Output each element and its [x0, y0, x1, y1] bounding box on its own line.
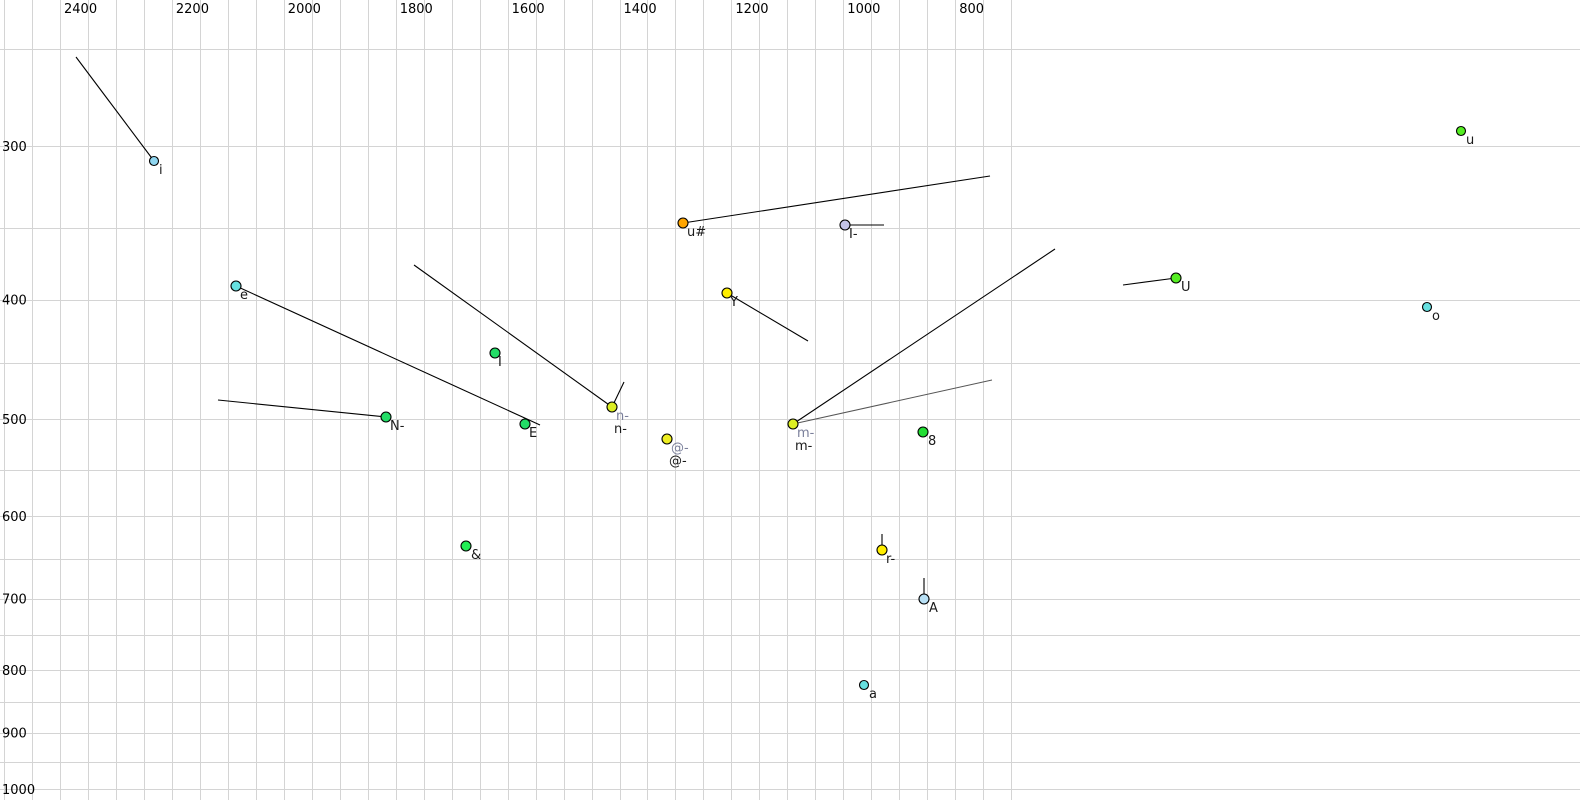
- data-point-A[interactable]: [918, 593, 930, 605]
- y-tick-label-300: 300: [2, 140, 27, 155]
- point-label-12: m-: [795, 439, 813, 454]
- data-point-u[interactable]: [1455, 125, 1467, 137]
- data-point-m_[interactable]: [787, 418, 799, 430]
- data-point-a[interactable]: [858, 679, 870, 691]
- point-label-8: I: [498, 355, 502, 370]
- point-label-ghost-13: @-: [671, 441, 689, 456]
- point-label-5: U: [1181, 280, 1191, 295]
- point-label-10: n-: [614, 422, 627, 437]
- point-label-16: r-: [886, 552, 896, 567]
- x-tick-label-1400: 1400: [624, 2, 657, 17]
- point-label-9: N-: [390, 419, 405, 434]
- data-point-Y[interactable]: [721, 287, 733, 299]
- x-tick-label-1800: 1800: [400, 2, 433, 17]
- data-point-N_[interactable]: [380, 411, 392, 423]
- x-tick-label-1600: 1600: [512, 2, 545, 17]
- point-label-ghost-12: m-: [797, 426, 815, 441]
- segment-i: [75, 56, 155, 162]
- point-label-2: u#: [687, 225, 706, 240]
- y-tick-label-700: 700: [2, 593, 27, 608]
- y-tick-label-500: 500: [2, 413, 27, 428]
- y-tick-label-900: 900: [2, 727, 27, 742]
- data-point-U[interactable]: [1170, 272, 1182, 284]
- label-layer: i u u# I-e U Yo I N-n-n- E m-m- @-@- 8 & r- Aa: [159, 133, 1474, 702]
- x-tick-label-1000: 1000: [847, 2, 880, 17]
- x-tick-label-800: 800: [959, 2, 984, 17]
- point-label-3: I-: [849, 227, 858, 242]
- x-tick-label-2000: 2000: [288, 2, 321, 17]
- x-axis-ticks: 2400 2200 2000 1800 1600 1400 1200 1000 800: [64, 2, 984, 17]
- y-axis-ticks: 300 400 500 600 700 800 900 1000: [2, 140, 35, 798]
- data-point-I_[interactable]: [839, 219, 851, 231]
- point-label-14: 8: [928, 434, 936, 449]
- data-point-e[interactable]: [230, 280, 242, 292]
- point-label-ghost-10: n-: [616, 409, 629, 424]
- y-tick-label-1000: 1000: [2, 783, 35, 798]
- point-label-15: &: [471, 548, 481, 563]
- data-point-i[interactable]: [148, 155, 160, 167]
- point-label-11: E: [529, 426, 537, 441]
- y-tick-label-800: 800: [2, 664, 27, 679]
- segment-Y: [726, 292, 809, 342]
- segment-N: [217, 399, 387, 418]
- point-label-4: e: [240, 288, 248, 303]
- x-tick-label-2200: 2200: [176, 2, 209, 17]
- data-point-I[interactable]: [489, 347, 501, 359]
- data-point-o[interactable]: [1421, 301, 1433, 313]
- point-label-6: Y: [729, 295, 738, 310]
- data-point-__[interactable]: [661, 433, 673, 445]
- segment-m-up: [792, 248, 1056, 425]
- point-label-18: a: [869, 687, 877, 702]
- y-tick-label-600: 600: [2, 510, 27, 525]
- point-label-17: A: [929, 601, 938, 616]
- marker-layer[interactable]: [148, 125, 1467, 691]
- segment-n-main: [413, 264, 613, 408]
- data-point-8[interactable]: [917, 426, 929, 438]
- data-point-u_[interactable]: [677, 217, 689, 229]
- point-label-1: u: [1466, 133, 1474, 148]
- segment-u-hash: [682, 175, 991, 224]
- x-tick-label-1200: 1200: [735, 2, 768, 17]
- y-tick-label-400: 400: [2, 294, 27, 309]
- segment-m-flat: [792, 379, 993, 425]
- segment-U: [1122, 277, 1177, 286]
- segment-e: [235, 285, 541, 426]
- data-point-_[interactable]: [460, 540, 472, 552]
- data-point-n_[interactable]: [606, 401, 618, 413]
- data-point-r_[interactable]: [876, 544, 888, 556]
- data-point-E[interactable]: [519, 418, 531, 430]
- point-label-0: i: [159, 163, 163, 178]
- point-label-13: @-: [669, 454, 687, 469]
- x-tick-label-2400: 2400: [64, 2, 97, 17]
- point-label-7: o: [1432, 309, 1440, 324]
